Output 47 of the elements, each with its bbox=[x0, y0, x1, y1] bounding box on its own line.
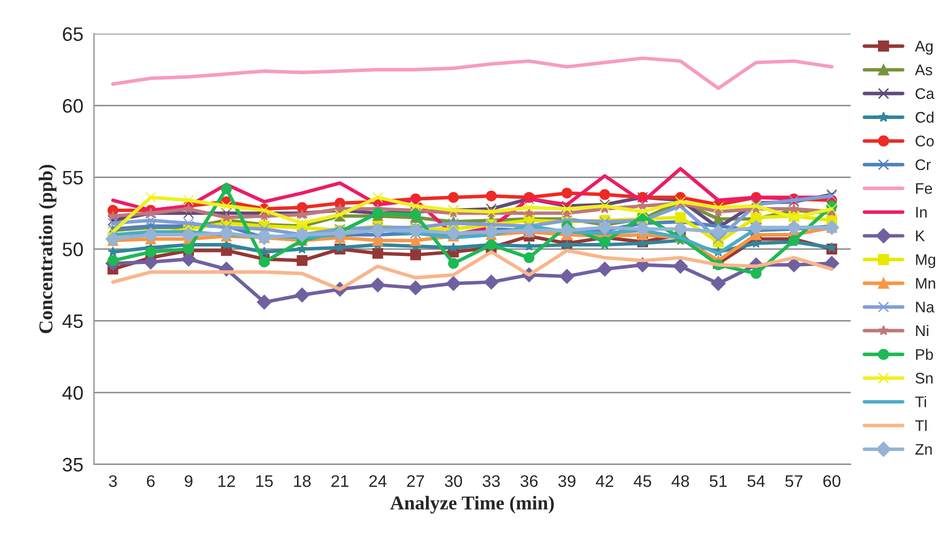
x-tick-label: 30 bbox=[444, 475, 462, 487]
legend-label: Cd bbox=[916, 112, 934, 123]
legend-label: In bbox=[916, 206, 927, 218]
y-tick-label: 40 bbox=[62, 386, 83, 400]
y-tick-label: 60 bbox=[62, 99, 83, 113]
x-axis-title: Analyze Time (min) bbox=[390, 496, 554, 514]
x-tick-label: 45 bbox=[634, 475, 652, 487]
legend-label: Cr bbox=[916, 159, 931, 170]
x-tick-label: 12 bbox=[218, 475, 235, 487]
x-tick-label: 42 bbox=[596, 475, 614, 487]
legend-label: Fe bbox=[916, 183, 932, 194]
x-tick-label: 9 bbox=[184, 475, 192, 487]
x-tick-label: 51 bbox=[710, 475, 727, 487]
legend-label: Ti bbox=[915, 396, 926, 408]
x-tick-label: 6 bbox=[146, 475, 155, 487]
x-tick-label: 36 bbox=[520, 475, 538, 487]
legend-label: Pb bbox=[916, 348, 933, 360]
x-tick-label: 39 bbox=[558, 475, 576, 487]
y-tick-label: 35 bbox=[62, 458, 83, 472]
x-tick-label: 21 bbox=[332, 475, 348, 487]
legend-label: Co bbox=[916, 136, 934, 146]
legend-label: As bbox=[914, 64, 932, 76]
x-tick-label: 57 bbox=[785, 475, 802, 487]
legend-label: Mg bbox=[916, 254, 936, 268]
legend-label: Sn bbox=[916, 372, 933, 384]
x-tick-label: 54 bbox=[748, 475, 765, 487]
legend-label: Mn bbox=[916, 278, 936, 289]
x-tick-label: 60 bbox=[823, 475, 840, 487]
y-tick-label: 45 bbox=[62, 314, 83, 328]
y-axis-title: Concentration (ppb) bbox=[38, 164, 56, 334]
legend-label: Na bbox=[916, 302, 934, 312]
x-tick-label: 15 bbox=[256, 475, 273, 487]
legend-label: Ca bbox=[916, 88, 934, 100]
x-tick-label: 27 bbox=[407, 475, 424, 487]
y-tick-label: 65 bbox=[62, 27, 83, 42]
legend-label: K bbox=[916, 230, 925, 242]
legend-label: Tl bbox=[915, 420, 927, 431]
legend-label: Ag bbox=[914, 40, 933, 55]
y-tick-label: 50 bbox=[62, 242, 83, 256]
x-tick-label: 33 bbox=[482, 475, 500, 487]
y-tick-label: 55 bbox=[62, 170, 83, 185]
x-tick-label: 18 bbox=[294, 475, 311, 487]
legend-label: Ni bbox=[916, 324, 928, 336]
x-tick-label: 48 bbox=[672, 475, 689, 487]
x-tick-label: 24 bbox=[369, 475, 387, 487]
legend-label: Zn bbox=[915, 444, 932, 455]
x-tick-label: 3 bbox=[108, 475, 117, 487]
